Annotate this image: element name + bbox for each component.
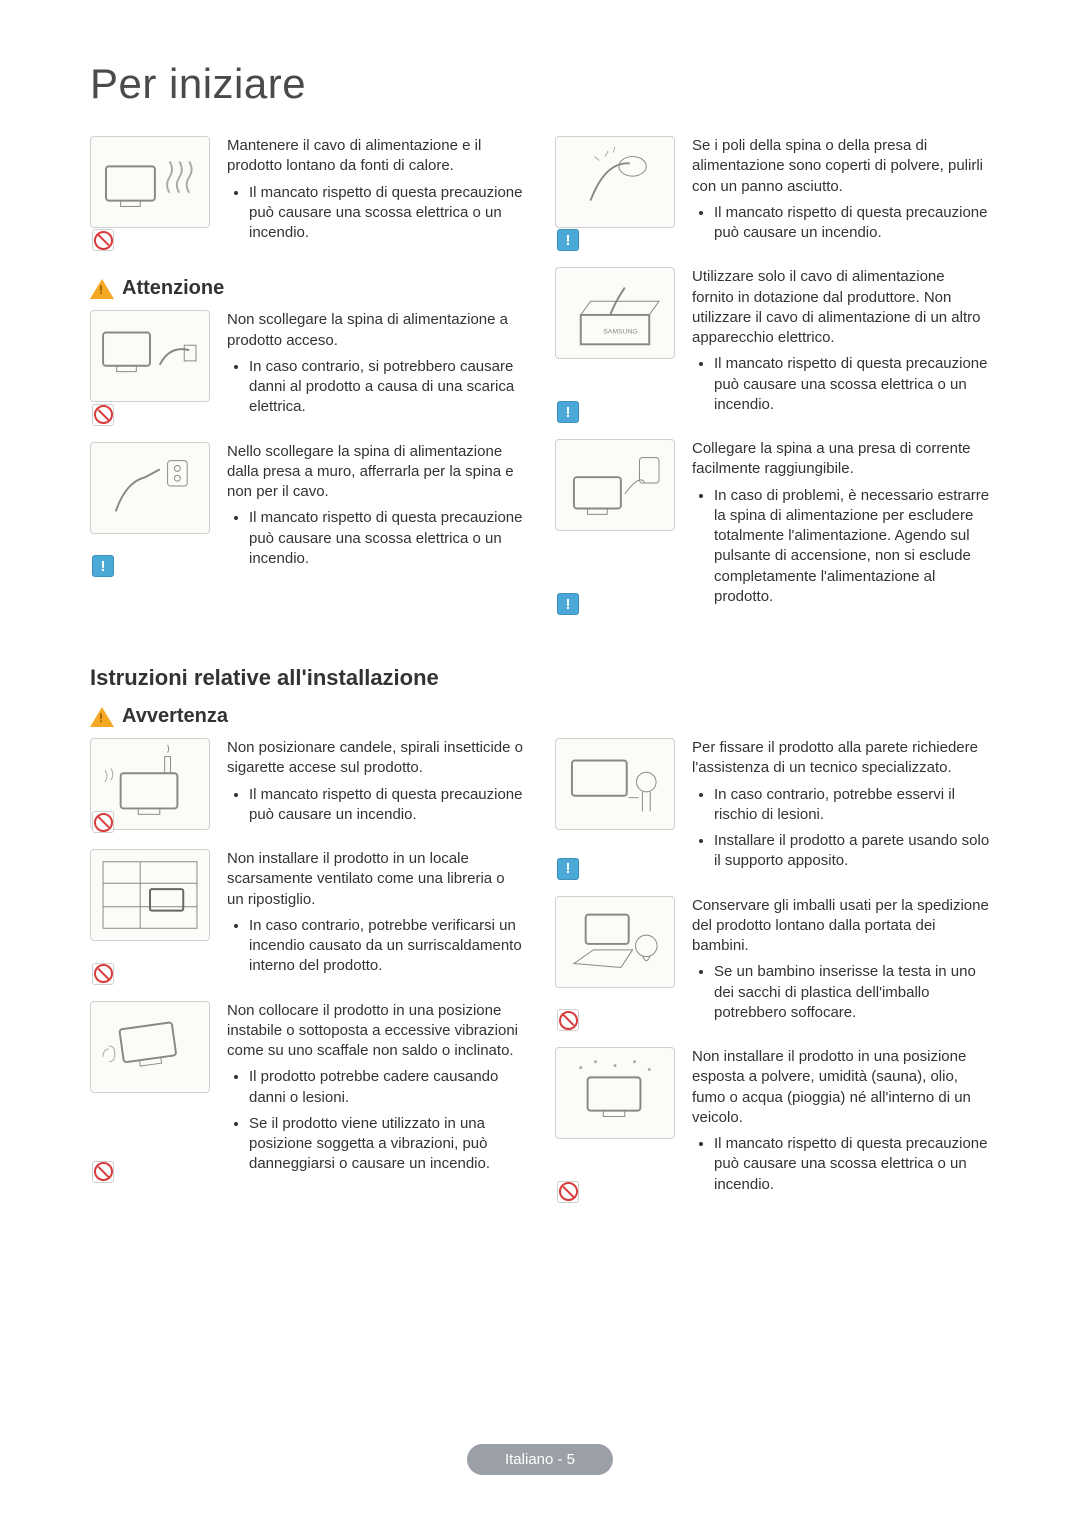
item-pull-plug: Nello scollegare la spina di alimentazio…: [90, 442, 525, 576]
illustration-packaging: [555, 896, 680, 1030]
illustration-accessible-outlet: [555, 439, 680, 613]
info-icon: [557, 229, 579, 251]
item-text: Conservare gli imballi usati per la sped…: [692, 896, 990, 957]
item-orig-cable: SAMSUNG Utilizzare solo il cavo di alime…: [555, 267, 990, 421]
page-footer: Italiano - 5: [467, 1444, 613, 1475]
item-text: Non installare il prodotto in un locale …: [227, 849, 525, 910]
item-text: Non installare il prodotto in una posizi…: [692, 1047, 990, 1128]
item-bullet: Installare il prodotto a parete usando s…: [714, 831, 990, 872]
left-column: Mantenere il cavo di alimentazione e il …: [90, 136, 525, 631]
prohibit-icon: [92, 229, 114, 251]
warning-triangle-icon: [90, 707, 114, 727]
item-candles: Non posizionare candele, spirali insetti…: [90, 738, 525, 831]
prohibit-icon: [557, 1009, 579, 1031]
item-heat: Mantenere il cavo di alimentazione e il …: [90, 136, 525, 249]
svg-text:SAMSUNG: SAMSUNG: [603, 329, 638, 336]
prohibit-icon: [557, 1181, 579, 1203]
illustration-heat: [90, 136, 215, 249]
callout-avvertenza: Avvertenza: [90, 705, 990, 728]
item-dust: Se i poli della spina o della presa di a…: [555, 136, 990, 249]
item-bullet: Il mancato rispetto di questa precauzion…: [249, 508, 525, 569]
item-bullet: Se un bambino inserisse la testa in uno …: [714, 962, 990, 1023]
callout-label: Attenzione: [122, 277, 224, 300]
illustration-orig-cable: SAMSUNG: [555, 267, 680, 421]
illustration-unstable: [90, 1001, 215, 1181]
info-icon: [92, 555, 114, 577]
section-title-installation: Istruzioni relative all'installazione: [90, 665, 990, 691]
prohibit-icon: [92, 963, 114, 985]
page-title: Per iniziare: [90, 60, 990, 108]
item-bullet: Il mancato rispetto di questa precauzion…: [249, 183, 525, 244]
callout-label: Avvertenza: [122, 705, 228, 728]
item-bullet: Il mancato rispetto di questa precauzion…: [714, 354, 990, 415]
item-bullet: Se il prodotto viene utilizzato in una p…: [249, 1114, 525, 1175]
item-packaging: Conservare gli imballi usati per la sped…: [555, 896, 990, 1030]
info-icon: [557, 593, 579, 615]
illustration-ventilation: [90, 849, 215, 983]
item-text: Se i poli della spina o della presa di a…: [692, 136, 990, 197]
item-bullet: Il mancato rispetto di questa precauzion…: [249, 785, 525, 826]
item-bullet: In caso contrario, potrebbe esservi il r…: [714, 785, 990, 826]
item-text: Per fissare il prodotto alla parete rich…: [692, 738, 990, 779]
item-text: Non collocare il prodotto in una posizio…: [227, 1001, 525, 1062]
warning-triangle-icon: [90, 279, 114, 299]
illustration-wall-mount: [555, 738, 680, 878]
prohibit-icon: [92, 811, 114, 833]
item-bullet: Il prodotto potrebbe cadere causando dan…: [249, 1067, 525, 1108]
item-ventilation: Non installare il prodotto in un locale …: [90, 849, 525, 983]
item-bullet: In caso contrario, potrebbe verificarsi …: [249, 916, 525, 977]
illustration-environment: [555, 1047, 680, 1201]
item-unplug-on: Non scollegare la spina di alimentazione…: [90, 310, 525, 423]
info-icon: [557, 401, 579, 423]
item-wall-mount: Per fissare il prodotto alla parete rich…: [555, 738, 990, 878]
section-installation: Non posizionare candele, spirali insetti…: [90, 738, 990, 1219]
item-environment: Non installare il prodotto in una posizi…: [555, 1047, 990, 1201]
item-unstable: Non collocare il prodotto in una posizio…: [90, 1001, 525, 1181]
left-column-2: Non posizionare candele, spirali insetti…: [90, 738, 525, 1219]
item-text: Collegare la spina a una presa di corren…: [692, 439, 990, 480]
item-bullet: In caso di problemi, è necessario estrar…: [714, 486, 990, 608]
illustration-pull-plug: [90, 442, 215, 576]
prohibit-icon: [92, 404, 114, 426]
item-text: Utilizzare solo il cavo di alimentazione…: [692, 267, 990, 348]
item-bullet: Il mancato rispetto di questa precauzion…: [714, 1134, 990, 1195]
callout-attenzione: Attenzione: [90, 277, 525, 300]
right-column-2: Per fissare il prodotto alla parete rich…: [555, 738, 990, 1219]
item-bullet: In caso contrario, si potrebbero causare…: [249, 357, 525, 418]
item-text: Non scollegare la spina di alimentazione…: [227, 310, 525, 351]
item-bullet: Il mancato rispetto di questa precauzion…: [714, 203, 990, 244]
illustration-unplug-on: [90, 310, 215, 423]
illustration-candles: [90, 738, 215, 831]
illustration-dust: [555, 136, 680, 249]
item-text: Mantenere il cavo di alimentazione e il …: [227, 136, 525, 177]
section-power: Mantenere il cavo di alimentazione e il …: [90, 136, 990, 631]
prohibit-icon: [92, 1161, 114, 1183]
item-text: Nello scollegare la spina di alimentazio…: [227, 442, 525, 503]
info-icon: [557, 858, 579, 880]
item-accessible-outlet: Collegare la spina a una presa di corren…: [555, 439, 990, 613]
right-column: Se i poli della spina o della presa di a…: [555, 136, 990, 631]
item-text: Non posizionare candele, spirali insetti…: [227, 738, 525, 779]
